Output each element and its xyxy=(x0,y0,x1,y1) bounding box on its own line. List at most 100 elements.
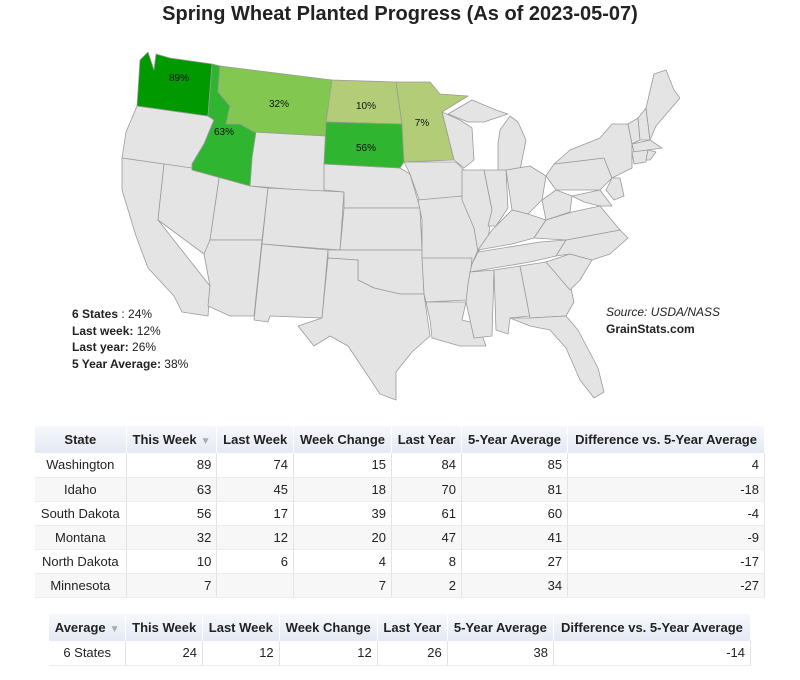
col-this-week[interactable]: This Week xyxy=(125,614,203,641)
value-cell: 70 xyxy=(391,477,462,502)
table-row: Washington 89 74 15 84 85 4 xyxy=(35,453,765,478)
value-cell: 27 xyxy=(461,549,569,574)
col-last-year[interactable]: Last Year xyxy=(377,614,448,641)
row-label-cell: Montana xyxy=(35,525,127,550)
state-arizona xyxy=(203,239,263,317)
col-last-week[interactable]: Last Week xyxy=(216,426,294,453)
value-cell: -14 xyxy=(553,641,752,666)
row-label-cell: Minnesota xyxy=(35,573,127,598)
state-texas xyxy=(297,257,431,401)
label-north-dakota: 10% xyxy=(356,101,376,112)
value-cell: -18 xyxy=(567,477,765,502)
value-cell: 63 xyxy=(126,477,218,502)
value-cell: 74 xyxy=(216,453,294,478)
value-cell: 4 xyxy=(567,453,765,478)
summary-panel: 6 States : 24% Last week: 12% Last year:… xyxy=(72,306,188,372)
value-cell: -9 xyxy=(567,525,765,550)
col-5yr-avg[interactable]: 5-Year Average xyxy=(461,426,569,453)
source-text: Source: USDA/NASS xyxy=(606,305,721,319)
value-cell: 18 xyxy=(293,477,392,502)
row-label-cell: Washington xyxy=(35,453,127,478)
summary-line-5yr-avg: 5 Year Average: 38% xyxy=(72,356,189,371)
col-state[interactable]: State xyxy=(35,426,127,453)
value-cell: -4 xyxy=(567,501,765,526)
value-cell: 8 xyxy=(391,549,462,574)
row-label-cell: Idaho xyxy=(35,477,127,502)
state-rhode-island xyxy=(645,149,657,161)
state-kansas xyxy=(339,207,423,251)
value-cell: 45 xyxy=(216,477,294,502)
col-diff-5yr[interactable]: Difference vs. 5-Year Average xyxy=(567,426,765,453)
state-massachusetts xyxy=(631,139,663,153)
col-average[interactable]: Average ▼ xyxy=(49,614,127,641)
state-maryland xyxy=(571,189,613,207)
state-kentucky xyxy=(477,209,547,251)
table-row: Montana 32 12 20 47 41 -9 xyxy=(35,525,765,550)
row-label-cell: 6 States xyxy=(49,641,127,666)
state-connecticut xyxy=(631,149,649,165)
value-cell: 4 xyxy=(293,549,392,574)
state-west-virginia xyxy=(541,189,573,221)
value-cell xyxy=(216,573,294,598)
table-row: Minnesota 7 7 2 34 -27 xyxy=(35,573,765,598)
col-this-week[interactable]: This Week ▼ xyxy=(126,426,218,453)
state-louisiana xyxy=(425,301,487,347)
value-cell: 85 xyxy=(461,453,569,478)
value-cell: 26 xyxy=(377,641,448,666)
col-week-change[interactable]: Week Change xyxy=(293,426,392,453)
us-map: 89% 63% 32% 10% 56% 7% xyxy=(100,40,680,410)
table-header-row: State This Week ▼ Last Week Week Change L… xyxy=(35,426,765,453)
value-cell: 7 xyxy=(293,573,392,598)
value-cell: 24 xyxy=(125,641,203,666)
state-michigan xyxy=(497,115,527,173)
table-row: Idaho 63 45 18 70 81 -18 xyxy=(35,477,765,502)
value-cell: 6 xyxy=(216,549,294,574)
value-cell: 12 xyxy=(202,641,280,666)
state-ohio xyxy=(505,165,547,215)
summary-line-states: 6 States : 24% xyxy=(72,307,153,321)
state-new-mexico xyxy=(253,243,329,323)
state-south-dakota xyxy=(323,121,405,169)
state-wyoming xyxy=(249,131,327,193)
state-progress-table: State This Week ▼ Last Week Week Change L… xyxy=(35,426,765,598)
average-table: Average ▼ This Week Last Week Week Change… xyxy=(49,614,752,666)
state-florida xyxy=(509,315,605,399)
col-diff-5yr[interactable]: Difference vs. 5-Year Average xyxy=(553,614,752,641)
col-5yr-avg[interactable]: 5-Year Average xyxy=(447,614,554,641)
table-row: North Dakota 10 6 4 8 27 -17 xyxy=(35,549,765,574)
value-cell: 10 xyxy=(126,549,218,574)
value-cell: 89 xyxy=(126,453,218,478)
col-week-change[interactable]: Week Change xyxy=(279,614,378,641)
page-title: Spring Wheat Planted Progress (As of 202… xyxy=(162,3,638,25)
table-row: 6 States 24 12 12 26 38 -14 xyxy=(49,641,752,666)
summary-line-last-year: Last year: 26% xyxy=(72,340,157,354)
value-cell: 7 xyxy=(126,573,218,598)
us-map-svg: 89% 63% 32% 10% 56% 7% xyxy=(121,51,680,401)
table-header-row: Average ▼ This Week Last Week Week Change… xyxy=(49,614,752,641)
value-cell: -17 xyxy=(567,549,765,574)
value-cell: 41 xyxy=(461,525,569,550)
value-cell: 61 xyxy=(391,501,462,526)
value-cell: 34 xyxy=(461,573,569,598)
source-note: Source: USDA/NASS GrainStats.com xyxy=(606,304,720,337)
sort-desc-icon: ▼ xyxy=(109,624,120,635)
state-maine xyxy=(645,69,680,141)
state-south-carolina xyxy=(545,253,593,291)
brand-text: GrainStats.com xyxy=(606,321,695,336)
value-cell: 32 xyxy=(126,525,218,550)
state-minnesota xyxy=(395,81,469,163)
value-cell: 81 xyxy=(461,477,569,502)
col-last-week[interactable]: Last Week xyxy=(202,614,280,641)
label-south-dakota: 56% xyxy=(356,143,376,154)
value-cell: 47 xyxy=(391,525,462,550)
row-label-cell: South Dakota xyxy=(35,501,127,526)
row-label-cell: North Dakota xyxy=(35,549,127,574)
value-cell: -27 xyxy=(567,573,765,598)
value-cell: 2 xyxy=(391,573,462,598)
value-cell: 38 xyxy=(447,641,554,666)
summary-line-last-week: Last week: 12% xyxy=(72,323,161,338)
state-michigan-up xyxy=(447,99,509,123)
table-row: South Dakota 56 17 39 61 60 -4 xyxy=(35,501,765,526)
col-last-year[interactable]: Last Year xyxy=(391,426,462,453)
value-cell: 84 xyxy=(391,453,462,478)
